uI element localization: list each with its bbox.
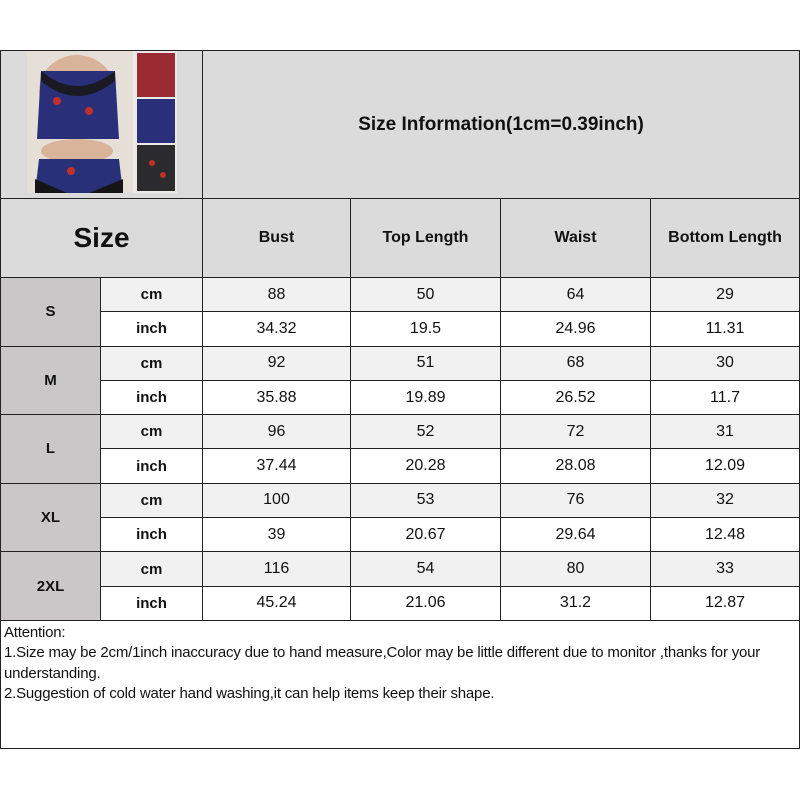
unit-label: cm (100, 551, 203, 587)
product-image-cell (0, 50, 203, 199)
measurement-cell: 28.08 (500, 448, 651, 484)
measurement-cell: 116 (202, 551, 351, 587)
measurement-cell: 92 (202, 345, 351, 381)
measurement-cell: 20.28 (350, 448, 501, 484)
measurement-cell: 34.32 (202, 311, 351, 347)
measurement-cell: 76 (500, 482, 651, 519)
measurement-cell: 80 (500, 551, 651, 587)
product-photo (26, 51, 177, 193)
size-label: S (0, 277, 101, 347)
unit-label: inch (100, 311, 203, 347)
table-row: inch 34.32 19.5 24.96 11.31 (1, 311, 800, 347)
measurement-cell: 12.87 (649, 585, 800, 621)
table-row: inch 45.24 21.06 31.2 12.87 (1, 585, 800, 621)
measurement-cell: 29 (649, 276, 800, 313)
measurement-cell: 29.64 (500, 517, 651, 553)
table-row: inch 39 20.67 29.64 12.48 (1, 517, 800, 553)
unit-label: inch (100, 517, 203, 553)
measurement-cell: 30 (649, 345, 800, 381)
measurement-cell: 37.44 (202, 448, 351, 484)
unit-label: cm (100, 345, 203, 381)
measurement-cell: 21.06 (350, 585, 501, 621)
attention-note: 1.Size may be 2cm/1inch inaccuracy due t… (4, 644, 761, 682)
measurement-cell: 35.88 (202, 379, 351, 416)
size-header: Size (0, 198, 203, 278)
table-row: 2XL cm 116 54 80 33 (0, 551, 800, 621)
size-label: L (0, 414, 101, 484)
measurement-cell: 54 (350, 551, 501, 587)
measurement-cell: 24.96 (500, 311, 651, 347)
unit-label: inch (100, 448, 203, 484)
measurement-cell: 72 (500, 414, 651, 450)
measurement-cell: 33 (649, 551, 800, 587)
measurement-cell: 20.67 (350, 517, 501, 553)
unit-label: inch (100, 585, 203, 621)
measurement-cell: 51 (350, 345, 501, 381)
measurement-cell: 19.5 (350, 311, 501, 347)
measurement-cell: 45.24 (202, 585, 351, 621)
measurement-cell: 12.09 (649, 448, 800, 484)
measurement-cell: 68 (500, 345, 651, 381)
size-chart-table: Size Information(1cm=0.39inch) Size Bust… (0, 50, 800, 749)
size-label: 2XL (0, 551, 101, 621)
measurement-cell: 88 (202, 276, 351, 313)
unit-label: cm (100, 482, 203, 519)
measurement-cell: 31 (649, 414, 800, 450)
attention-notes: Attention: 1.Size may be 2cm/1inch inacc… (0, 619, 800, 749)
measurement-cell: 100 (202, 482, 351, 519)
measurement-cell: 96 (202, 414, 351, 450)
attention-note: 2.Suggestion of cold water hand washing,… (4, 685, 495, 703)
column-header-bottom-length: Bottom Length (649, 198, 800, 278)
table-row: XL cm 100 53 76 32 (0, 482, 800, 553)
measurement-cell: 64 (500, 276, 651, 313)
column-header-top-length: Top Length (350, 198, 501, 278)
measurement-cell: 26.52 (500, 379, 651, 416)
column-header-waist: Waist (500, 198, 651, 278)
measurement-cell: 50 (350, 276, 501, 313)
measurement-cell: 31.2 (500, 585, 651, 621)
measurement-cell: 53 (350, 482, 501, 519)
measurement-cell: 39 (202, 517, 351, 553)
measurement-cell: 12.48 (649, 517, 800, 553)
table-row: inch 35.88 19.89 26.52 11.7 (1, 379, 800, 416)
column-header-bust: Bust (202, 198, 351, 278)
size-label: XL (0, 482, 101, 553)
attention-heading: Attention: (4, 623, 66, 641)
unit-label: cm (100, 414, 203, 450)
measurement-cell: 32 (649, 482, 800, 519)
size-label: M (0, 345, 101, 416)
measurement-cell: 52 (350, 414, 501, 450)
unit-label: inch (100, 379, 203, 416)
measurement-cell: 11.7 (649, 379, 800, 416)
table-row: inch 37.44 20.28 28.08 12.09 (1, 448, 800, 484)
measurement-cell: 11.31 (649, 311, 800, 347)
chart-title: Size Information(1cm=0.39inch) (201, 50, 800, 199)
measurement-cell: 19.89 (350, 379, 501, 416)
unit-label: cm (100, 276, 203, 313)
